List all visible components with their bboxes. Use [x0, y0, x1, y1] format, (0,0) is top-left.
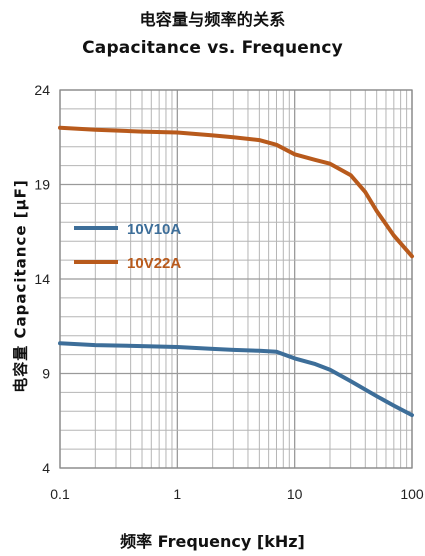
- series-line: [58, 125, 414, 259]
- x-axis-label: 频率 Frequency [kHz]: [120, 532, 305, 551]
- y-tick-label: 4: [42, 460, 50, 476]
- y-tick-label: 14: [34, 271, 50, 287]
- series-line: [58, 341, 414, 418]
- chart-title: 电容量与频率的关系: [139, 10, 286, 29]
- plot-frame: [59, 89, 413, 469]
- x-tick-label: 0.1: [50, 486, 70, 502]
- x-tick-label: 100: [400, 486, 424, 502]
- x-tick-label: 1: [173, 486, 181, 502]
- y-tick-label: 19: [34, 177, 50, 193]
- legend-label: 10V10A: [127, 221, 181, 238]
- y-tick-label: 9: [42, 366, 50, 382]
- legend-label: 10V22A: [127, 255, 181, 272]
- chart-subtitle: Capacitance vs. Frequency: [82, 38, 343, 58]
- y-tick-label: 24: [34, 82, 50, 98]
- x-tick-label: 10: [287, 486, 303, 502]
